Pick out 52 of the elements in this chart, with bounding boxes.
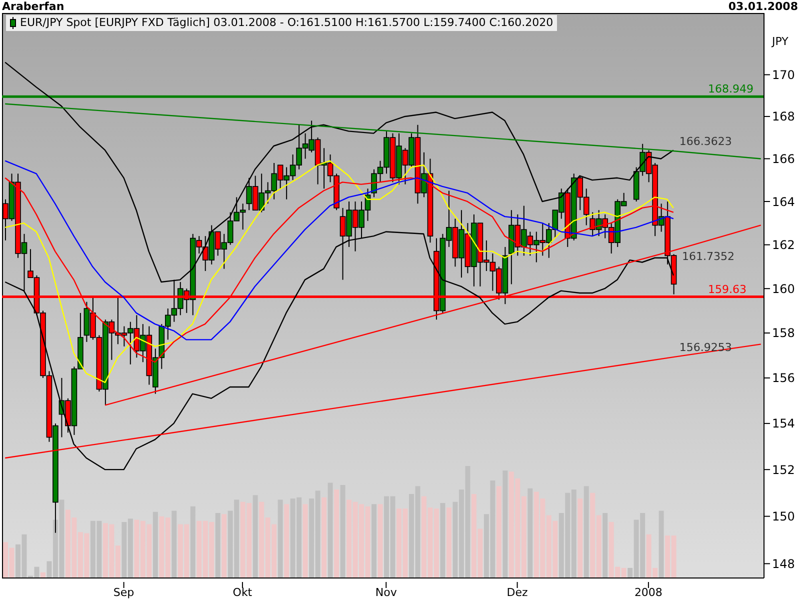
bar — [658, 510, 664, 578]
bar — [378, 504, 383, 578]
bar — [278, 500, 283, 578]
bar — [528, 488, 533, 578]
bar — [584, 486, 589, 578]
bar — [446, 507, 452, 578]
y-tick-label: 166 — [772, 152, 795, 166]
annotation: 161.7352 — [682, 250, 734, 263]
bar — [340, 485, 346, 578]
line-series — [4, 160, 674, 384]
annotation: 03.01.2008 — [728, 0, 798, 13]
y-tick-label: 164 — [772, 194, 795, 209]
annotation: 166.3623 — [679, 135, 732, 148]
bar — [152, 512, 158, 578]
y-tick-label: 154 — [772, 416, 795, 431]
ref-line-label: 168.949 — [708, 82, 754, 96]
bar — [440, 502, 446, 578]
bar — [302, 504, 308, 578]
y-tick-label: 150 — [772, 510, 795, 524]
bar — [602, 513, 608, 578]
bar — [190, 506, 196, 578]
y-tick-label: 170 — [772, 68, 795, 82]
bar — [328, 482, 333, 578]
x-tick-label: Sep — [113, 586, 134, 599]
bar — [215, 513, 220, 578]
y-tick-label: 162 — [772, 238, 795, 252]
y-tick-label: 160 — [772, 282, 795, 296]
y-tick-label: 168 — [772, 110, 795, 124]
x-tick-label: Dez — [506, 586, 528, 599]
chart-title: EUR/JPY Spot [EURJPY FXD Täglich] 03.01.2008 - O:161.5100 H:161.5700 L:159.7400 C:160.2020 — [20, 15, 554, 31]
bar — [172, 510, 177, 578]
bar — [284, 504, 290, 578]
bar — [502, 470, 508, 578]
x-tick-label: Nov — [375, 586, 398, 599]
bar — [322, 497, 327, 578]
y-tick-label: 156 — [772, 371, 795, 386]
bar — [496, 486, 502, 578]
y-axis-title: JPY — [771, 35, 789, 48]
y-tick-label: 152 — [772, 462, 795, 477]
x-tick-label: 2008 — [634, 586, 662, 599]
bar — [222, 514, 227, 578]
x-tick-label: Okt — [232, 586, 253, 599]
bar — [578, 498, 583, 578]
bar — [372, 504, 377, 578]
bar — [252, 495, 258, 578]
ref-line-label: 159.63 — [708, 282, 746, 296]
bar — [334, 490, 340, 578]
line-series — [4, 160, 674, 340]
annotation: Araberfan — [2, 0, 64, 13]
y-tick-label: 158 — [772, 326, 795, 340]
annotation: 156.9253 — [679, 341, 732, 354]
y-tick-label: 148 — [772, 556, 795, 571]
